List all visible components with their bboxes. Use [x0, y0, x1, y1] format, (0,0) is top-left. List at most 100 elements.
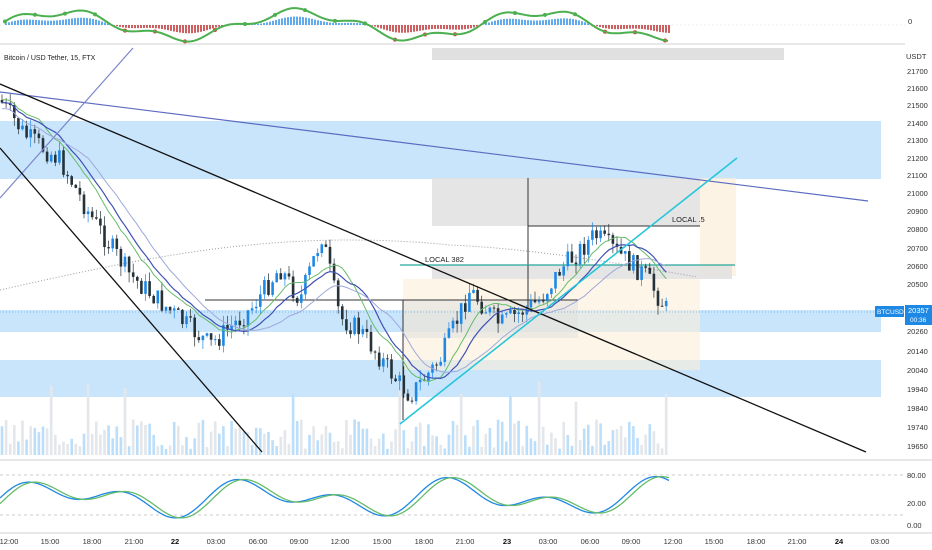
hist-bar — [44, 20, 46, 25]
volume-bar — [484, 433, 488, 455]
hist-bar — [557, 18, 559, 25]
hist-bar — [176, 25, 178, 33]
volume-bar — [566, 435, 570, 455]
hist-bar — [602, 25, 604, 28]
candle-body — [320, 244, 324, 254]
candle-body — [144, 281, 147, 294]
hist-bar — [86, 17, 88, 25]
candle-body — [254, 306, 258, 309]
hist-bar — [125, 25, 127, 28]
volume-bar — [242, 431, 246, 455]
volume-bar — [554, 438, 557, 455]
candle-body — [156, 290, 160, 304]
volume-bar — [587, 424, 590, 455]
volume-bar — [140, 421, 143, 455]
hist-bar — [392, 25, 394, 32]
volume-bar — [603, 444, 606, 455]
hist-bar — [398, 25, 400, 33]
hist-bar — [20, 19, 22, 25]
last-price-label: 20357 — [908, 306, 929, 315]
hist-bar — [38, 20, 40, 25]
candle-body — [550, 288, 553, 295]
hist-bar — [164, 25, 166, 30]
candle-body — [160, 290, 164, 311]
volume-bar — [4, 419, 8, 455]
hist-bar — [275, 19, 277, 25]
time-axis: 12:00 15:00 18:00 21:00 22 03:00 06:00 09:00 12:… — [0, 537, 889, 546]
hist-bar — [656, 25, 658, 32]
candle-body — [177, 308, 180, 310]
volume-bar — [197, 422, 201, 455]
volume-bar — [189, 448, 192, 455]
hist-bar — [74, 18, 76, 25]
volume-bar — [230, 421, 233, 455]
hist-bar — [581, 21, 583, 25]
stochastic-pane: 80.00 20.00 0.00 — [0, 459, 932, 530]
hist-bar — [152, 25, 154, 29]
hist-bar — [407, 25, 409, 33]
volume-bar — [287, 443, 291, 455]
price-tick-19940: 19940 — [907, 385, 928, 394]
hist-bar — [509, 18, 511, 25]
volume-bar — [0, 426, 4, 455]
hist-bar — [605, 25, 607, 29]
hist-bar — [638, 25, 640, 29]
volume-bar — [517, 420, 520, 455]
hist-bar — [143, 25, 145, 28]
candle-body — [513, 309, 516, 315]
candle-body — [259, 294, 262, 307]
volume-bar — [49, 385, 53, 455]
hist-bar — [62, 19, 64, 25]
candle-body — [283, 273, 287, 280]
hist-bar — [431, 25, 433, 30]
hist-bar — [350, 22, 352, 25]
uptrend-channel-line — [399, 157, 738, 425]
ticker-label: BTCUSDT — [877, 309, 908, 316]
hist-bar — [587, 23, 589, 25]
hist-bar — [191, 25, 193, 34]
volume-bar — [541, 426, 545, 455]
hist-bar — [260, 23, 262, 25]
volume-bar — [33, 427, 37, 455]
candle-body — [107, 247, 110, 249]
hist-bar — [254, 24, 256, 25]
hist-bar — [200, 25, 202, 32]
hist-bar — [413, 25, 415, 32]
candle-body — [140, 280, 143, 294]
volume-bar — [373, 445, 377, 455]
hist-bar — [341, 22, 343, 25]
hist-bar — [506, 18, 508, 25]
candle-body — [119, 248, 123, 267]
candle-body — [250, 308, 254, 311]
hist-bar — [515, 18, 517, 25]
hist-bar — [527, 20, 529, 25]
last-price-tag — [905, 305, 932, 325]
candle-body — [29, 129, 32, 138]
volume-bar — [525, 425, 529, 455]
candle-body — [45, 151, 49, 162]
candle-body — [209, 333, 213, 340]
candle-body — [382, 358, 385, 367]
candle-body — [222, 324, 225, 346]
moving-average-blue — [1, 102, 667, 380]
volume-bar — [595, 419, 598, 455]
candle-body — [599, 230, 602, 239]
candle-body — [25, 125, 28, 138]
hist-bar — [188, 25, 190, 34]
hist-bar — [296, 16, 298, 25]
hist-bar — [320, 20, 322, 25]
volume-bar — [304, 448, 307, 455]
hist-bar — [575, 19, 577, 25]
candle-body — [197, 337, 201, 341]
time-tick-18: 18:00 — [747, 537, 766, 546]
hist-bar — [326, 22, 328, 25]
candle-body — [328, 246, 332, 264]
hist-bar — [386, 25, 388, 31]
hist-bar — [221, 25, 223, 27]
hist-bar — [128, 25, 130, 29]
volume-bar — [443, 448, 447, 455]
downtrend-line-black-2 — [0, 147, 263, 453]
price-tick-19840: 19840 — [907, 404, 928, 413]
hist-bar — [299, 16, 301, 25]
